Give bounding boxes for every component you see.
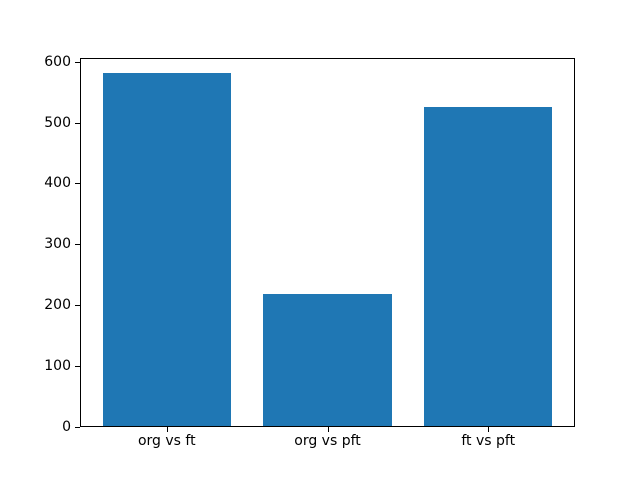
y-tick-label: 400 <box>44 175 71 192</box>
y-tick-label: 0 <box>62 419 71 435</box>
bar-org-vs-ft <box>102 72 232 426</box>
x-tick-label-ft-vs-pft: ft vs pft <box>461 433 516 449</box>
y-tick-mark <box>75 366 80 368</box>
y-tick-label: 300 <box>44 236 71 253</box>
y-tick-mark <box>75 61 80 63</box>
bar-ft-vs-pft <box>423 106 553 426</box>
y-tick-label: 600 <box>44 53 71 70</box>
y-tick-label: 200 <box>44 297 71 314</box>
x-tick-mark <box>488 427 490 432</box>
y-tick-mark <box>75 244 80 246</box>
x-tick-label-org-vs-pft: org vs pft <box>294 433 361 449</box>
y-tick-mark <box>75 305 80 307</box>
y-tick-mark <box>75 427 80 428</box>
y-tick-label: 100 <box>44 358 71 375</box>
x-tick-mark <box>327 427 329 432</box>
x-tick-label-org-vs-ft: org vs ft <box>137 433 196 449</box>
x-tick-mark <box>166 427 168 432</box>
y-tick-mark <box>75 183 80 185</box>
y-tick-mark <box>75 122 80 124</box>
y-tick-label: 500 <box>44 114 71 131</box>
plot-area <box>80 58 575 427</box>
bar-org-vs-pft <box>263 294 392 426</box>
